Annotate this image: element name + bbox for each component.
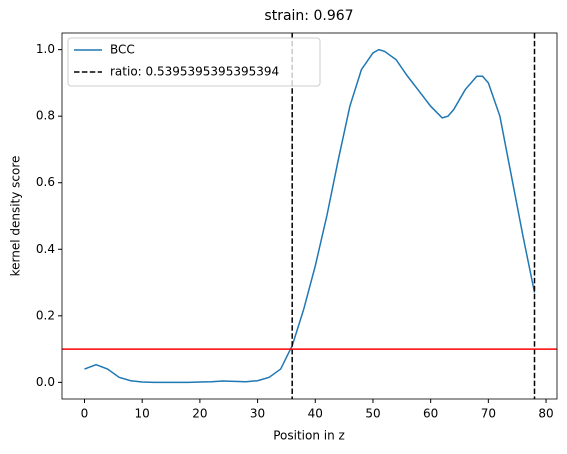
legend-label: ratio: 0.5395395395395394 [110, 65, 279, 79]
x-tick-label: 30 [250, 407, 265, 421]
legend-box [67, 37, 321, 87]
y-axis-label: kernel density score [9, 156, 23, 277]
y-tick-label: 0.4 [36, 242, 55, 256]
y-tick-label: 0.2 [36, 308, 55, 322]
x-tick-label: 60 [423, 407, 438, 421]
x-axis-label: Position in z [273, 429, 345, 443]
x-tick-label: 50 [365, 407, 380, 421]
legend-label: BCC [110, 43, 135, 57]
y-tick-label: 0.0 [36, 375, 55, 389]
x-tick-label: 10 [135, 407, 150, 421]
line-series [84, 48, 536, 384]
x-tick-label: 20 [192, 407, 207, 421]
plot-frame [61, 32, 558, 400]
x-tick-label: 70 [481, 407, 496, 421]
x-tick-label: 40 [308, 407, 323, 421]
x-tick-label: 80 [538, 407, 553, 421]
chart-title: strain: 0.967 [264, 8, 353, 24]
y-tick-label: 1.0 [36, 42, 55, 56]
y-tick-label: 0.8 [36, 109, 55, 123]
x-tick-label: 0 [81, 407, 89, 421]
y-tick-label: 0.6 [36, 175, 55, 189]
